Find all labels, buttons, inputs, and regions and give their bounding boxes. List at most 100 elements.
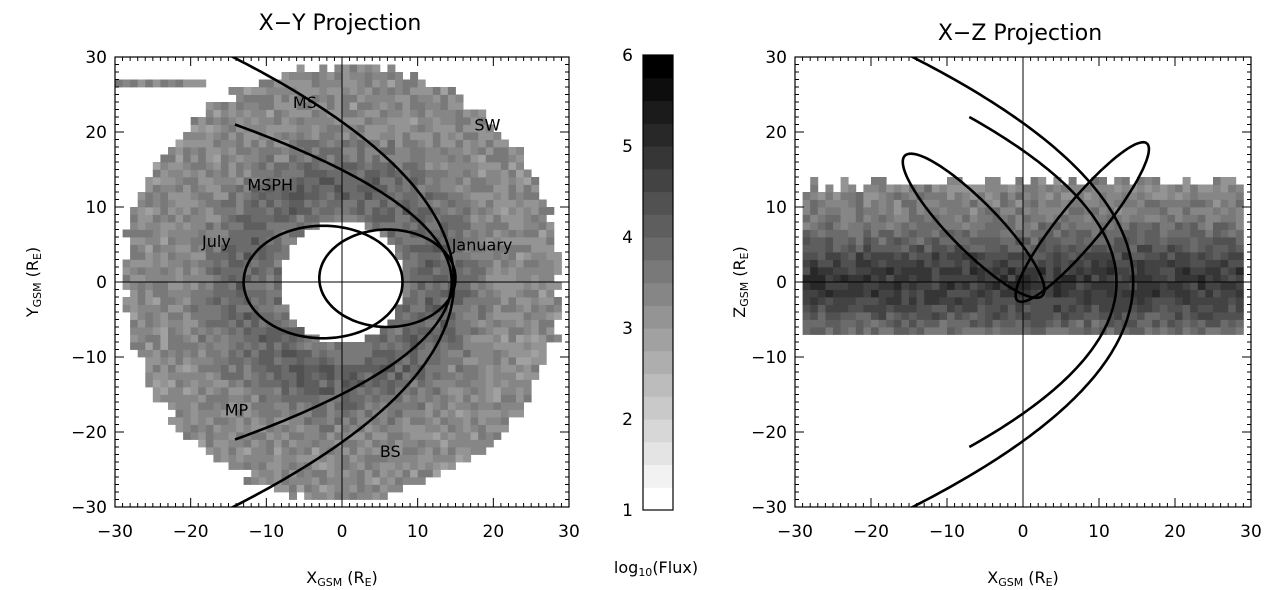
xz-heatmap-cell (1144, 214, 1153, 223)
xy-heatmap-cell (500, 244, 509, 253)
xz-heatmap-cell (1182, 304, 1191, 313)
xz-heatmap-cell (1144, 304, 1153, 313)
xy-heatmap-cell (236, 379, 245, 388)
xy-heatmap-cell (395, 169, 403, 178)
xy-heatmap-cell (364, 94, 373, 103)
xz-heatmap-cell (924, 237, 933, 245)
xy-heatmap-cell (145, 177, 154, 185)
xz-heatmap-cell (1030, 229, 1039, 238)
colorbar-tick-label: 5 (622, 137, 633, 157)
xz-heatmap-cell (985, 177, 993, 185)
xy-heatmap-cell (243, 349, 252, 358)
xz-heatmap-cell (1038, 282, 1047, 290)
xy-heatmap-cell (364, 484, 373, 493)
xy-heatmap-cell (175, 297, 184, 305)
xy-heatmap-cell (266, 169, 275, 178)
xz-heatmap-cell (954, 252, 963, 260)
xz-heatmap-cell (1167, 214, 1176, 223)
xy-heatmap-cell (319, 162, 328, 170)
xy-heatmap-cell (395, 477, 403, 485)
xy-heatmap-cell (379, 222, 388, 230)
xy-heatmap-cell (251, 372, 260, 380)
xy-heatmap-cell (493, 304, 502, 313)
xz-heatmap-cell (939, 327, 948, 335)
xz-heatmap-cell (871, 237, 879, 245)
xz-heatmap-cell (1129, 214, 1138, 223)
xz-heatmap-cell (886, 229, 895, 238)
xz-heatmap-cell (939, 214, 948, 223)
xy-heatmap-cell (220, 274, 229, 283)
xz-heatmap-cell (1159, 289, 1168, 298)
xz-heatmap-cell (901, 319, 910, 328)
xz-heatmap-cell (1053, 229, 1062, 238)
xy-annotation-bs: BS (380, 442, 401, 461)
xy-heatmap-cell (538, 327, 547, 335)
xz-heatmap-cell (1083, 304, 1092, 313)
xy-heatmap-cell (258, 454, 267, 463)
xz-heatmap-cell (1190, 267, 1199, 275)
xz-heatmap-cell (863, 184, 872, 193)
xy-heatmap-cell (236, 364, 245, 373)
xy-heatmap-cell (266, 229, 275, 238)
xz-heatmap-cell (1213, 267, 1221, 275)
xy-heatmap-cell (190, 132, 199, 140)
xz-heatmap-cell (1061, 259, 1069, 268)
xy-heatmap-cell (455, 139, 464, 148)
xz-heatmap-cell (1235, 312, 1244, 320)
xz-heatmap-cell (939, 267, 948, 275)
xy-heatmap-cell (493, 192, 502, 200)
xy-heatmap-cell (198, 289, 207, 298)
xy-heatmap-cell (425, 349, 434, 358)
xz-heatmap-cell (1220, 229, 1229, 238)
xz-heatmap-cell (863, 259, 872, 268)
xz-heatmap-cell (1121, 282, 1130, 290)
xy-heatmap-cell (357, 477, 366, 485)
xy-heatmap-cell (395, 454, 403, 463)
xy-heatmap-cell (311, 424, 320, 433)
xy-heatmap-cell (258, 109, 267, 118)
xy-heatmap-cell (145, 312, 154, 320)
xz-heatmap-cell (916, 267, 925, 275)
xy-heatmap-cell (417, 102, 426, 110)
xy-heatmap-cell (334, 342, 343, 350)
xy-heatmap-cell (205, 139, 214, 148)
xz-heatmap-cell (924, 267, 933, 275)
xz-heatmap-cell (1038, 267, 1047, 275)
xy-heatmap-cell (395, 124, 403, 133)
xy-heatmap-cell (357, 432, 366, 440)
xy-heatmap-cell (523, 259, 532, 268)
xz-heatmap-cell (1121, 192, 1130, 200)
xz-heatmap-cell (1175, 267, 1183, 275)
xy-heatmap-cell (266, 477, 275, 485)
xy-heatmap-cell (334, 409, 343, 418)
xz-heatmap-cell (863, 289, 872, 298)
xy-heatmap-cell (553, 334, 562, 343)
xy-heatmap-cell (395, 154, 403, 163)
xy-heatmap-cell (152, 357, 161, 365)
xy-heatmap-cell (137, 207, 146, 215)
xy-heatmap-cell (304, 379, 313, 388)
xz-heatmap-cell (1121, 177, 1130, 185)
xy-heatmap-cell (553, 304, 562, 313)
xz-heatmap-cell (1076, 319, 1085, 328)
xy-heatmap-cell (137, 267, 146, 275)
xz-heatmap-cell (1144, 297, 1153, 305)
xy-heatmap-cell (470, 237, 479, 245)
xz-heatmap-cell (863, 237, 872, 245)
xz-heatmap-cell (1083, 267, 1092, 275)
xy-heatmap-cell (266, 192, 275, 200)
xy-heatmap-cell (190, 432, 199, 440)
xy-heatmap-cell (213, 304, 222, 313)
xz-heatmap-cell (1197, 289, 1206, 298)
xz-heatmap-cell (1175, 252, 1183, 260)
xy-heatmap-cell (455, 252, 464, 260)
xy-heatmap-cell (281, 72, 290, 80)
xz-x-tick-label: 20 (1164, 522, 1186, 542)
xy-heatmap-cell (432, 169, 441, 178)
xy-heatmap-cell (478, 282, 487, 290)
xz-heatmap-cell (985, 192, 993, 200)
xz-heatmap-cell (886, 267, 895, 275)
xy-heatmap-cell (319, 462, 328, 470)
xy-heatmap-cell (379, 357, 388, 365)
xy-heatmap-cell (372, 402, 381, 410)
